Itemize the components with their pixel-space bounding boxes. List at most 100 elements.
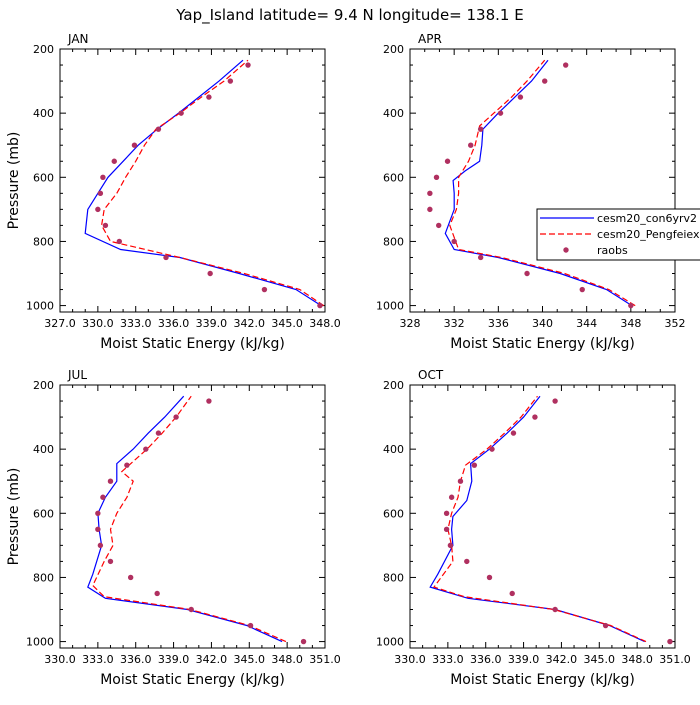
jan-raobs-point bbox=[245, 62, 251, 68]
apr-raobs-point bbox=[497, 110, 504, 116]
apr-xtick-label: 344 bbox=[576, 317, 597, 330]
jul-plot-frame bbox=[59, 384, 326, 649]
apr-raobs-point bbox=[579, 286, 585, 293]
oct-raobs-point bbox=[448, 494, 455, 500]
jan-raobs-point bbox=[206, 94, 212, 100]
jul-ytick-label: 400 bbox=[33, 443, 54, 456]
jul-raobs-point bbox=[95, 526, 101, 533]
jul-raobs-point bbox=[127, 574, 134, 581]
jul-raobs-point bbox=[173, 414, 179, 420]
apr-raobs-point bbox=[433, 174, 440, 180]
apr-xlabel: Moist Static Energy (kJ/kg) bbox=[450, 336, 635, 352]
jan-xtick-label: 330.0 bbox=[82, 317, 114, 330]
apr-xtick-label: 348 bbox=[620, 317, 641, 330]
jan-xtick-label: 339.0 bbox=[196, 317, 228, 330]
jul-xtick-label: 342.0 bbox=[196, 653, 228, 666]
apr-xtick-label: 332 bbox=[444, 317, 465, 330]
jan-raobs-point bbox=[97, 190, 104, 197]
oct-raobs-point bbox=[486, 574, 493, 581]
oct-plot-frame bbox=[409, 384, 676, 649]
jul-raobs-point bbox=[107, 558, 114, 565]
oct-xlabel: Moist Static Energy (kJ/kg) bbox=[450, 672, 635, 688]
jan-raobs-point bbox=[102, 222, 109, 229]
jul-raobs-point bbox=[300, 638, 307, 645]
jul-ylabel: Pressure (mb) bbox=[6, 468, 22, 566]
oct-raobs-point bbox=[667, 638, 673, 645]
apr-raobs-point bbox=[477, 126, 484, 132]
jan-xtick-label: 345.0 bbox=[271, 317, 303, 330]
jan-panel-title: JAN bbox=[67, 32, 89, 46]
jul-xtick-label: 336.0 bbox=[120, 653, 152, 666]
apr-raobs-point bbox=[517, 94, 524, 100]
apr-raobs-point bbox=[524, 270, 530, 277]
oct-xtick-label: 342.0 bbox=[546, 653, 578, 666]
apr-raobs-point bbox=[427, 190, 433, 197]
jul-cesm20_Pengfeiexpt-line bbox=[92, 395, 287, 643]
jan-ytick-label: 1000 bbox=[26, 300, 54, 313]
jan-xtick-label: 333.0 bbox=[120, 317, 152, 330]
oct-cesm20_con6yrv2-line bbox=[429, 395, 645, 643]
jan-xtick-label: 336.0 bbox=[158, 317, 190, 330]
oct-raobs-point bbox=[552, 606, 558, 613]
oct-ytick-label: 800 bbox=[383, 571, 404, 584]
jan-cesm20_con6yrv2-line bbox=[84, 59, 322, 307]
jul-ytick-label: 200 bbox=[33, 379, 54, 392]
oct-raobs-point bbox=[510, 430, 517, 436]
oct-xtick-label: 333.0 bbox=[432, 653, 464, 666]
jul-raobs-point bbox=[95, 510, 101, 516]
jan-raobs-point bbox=[227, 78, 234, 84]
jul-ytick-label: 800 bbox=[33, 571, 54, 584]
oct-raobs-point bbox=[443, 510, 450, 516]
apr-xtick-label: 328 bbox=[400, 317, 421, 330]
oct-xtick-label: 330.0 bbox=[394, 653, 426, 666]
jan-raobs-point bbox=[111, 158, 117, 164]
jan-cesm20_Pengfeiexpt-line bbox=[100, 59, 325, 307]
apr-ytick-label: 1000 bbox=[376, 300, 404, 313]
jan-raobs-point bbox=[261, 286, 268, 293]
jan-raobs-point bbox=[317, 302, 323, 309]
jul-xtick-label: 333.0 bbox=[82, 653, 114, 666]
oct-raobs-point bbox=[443, 526, 450, 533]
jul-ytick-label: 1000 bbox=[26, 636, 54, 649]
apr-xtick-label: 336 bbox=[488, 317, 509, 330]
oct-ytick-label: 600 bbox=[383, 507, 404, 520]
apr-cesm20_Pengfeiexpt-line bbox=[449, 59, 636, 307]
jul-raobs-point bbox=[206, 398, 212, 404]
oct-xtick-label: 348.0 bbox=[621, 653, 653, 666]
apr-ytick-label: 200 bbox=[383, 43, 404, 56]
jul-raobs-point bbox=[100, 494, 106, 500]
apr-raobs-point bbox=[562, 62, 569, 68]
jul-raobs-point bbox=[143, 446, 149, 452]
jul-raobs-point bbox=[155, 430, 162, 436]
jan-xlabel: Moist Static Energy (kJ/kg) bbox=[100, 336, 285, 352]
oct-raobs-point bbox=[464, 558, 470, 565]
apr-raobs-point bbox=[444, 158, 451, 164]
apr-raobs-point bbox=[436, 222, 442, 229]
apr-raobs-point bbox=[451, 238, 457, 245]
jan-plot-frame bbox=[59, 48, 326, 313]
jul-xtick-label: 339.0 bbox=[158, 653, 190, 666]
jan-raobs-point bbox=[95, 206, 101, 213]
apr-raobs-point bbox=[628, 302, 634, 309]
apr-xtick-label: 340 bbox=[532, 317, 553, 330]
jan-raobs-point bbox=[100, 174, 106, 180]
jul-raobs-point bbox=[124, 462, 130, 468]
oct-raobs-point bbox=[532, 414, 538, 420]
oct-raobs-point bbox=[509, 590, 515, 597]
legend-raobs-marker bbox=[563, 247, 569, 253]
apr-raobs-point bbox=[427, 206, 433, 213]
apr-xtick-label: 352 bbox=[665, 317, 686, 330]
apr-plot-frame bbox=[409, 48, 676, 313]
oct-raobs-point bbox=[602, 622, 609, 629]
apr-cesm20_con6yrv2-line bbox=[444, 59, 633, 307]
jul-xtick-label: 348.0 bbox=[271, 653, 303, 666]
apr-raobs-point bbox=[477, 254, 484, 261]
apr-raobs-point bbox=[468, 142, 474, 148]
jan-ytick-label: 200 bbox=[33, 43, 54, 56]
oct-raobs-point bbox=[471, 462, 478, 468]
jan-raobs-point bbox=[163, 254, 169, 261]
oct-cesm20_Pengfeiexpt-line bbox=[433, 395, 647, 643]
apr-ytick-label: 400 bbox=[383, 107, 404, 120]
oct-xtick-label: 351.0 bbox=[659, 653, 691, 666]
